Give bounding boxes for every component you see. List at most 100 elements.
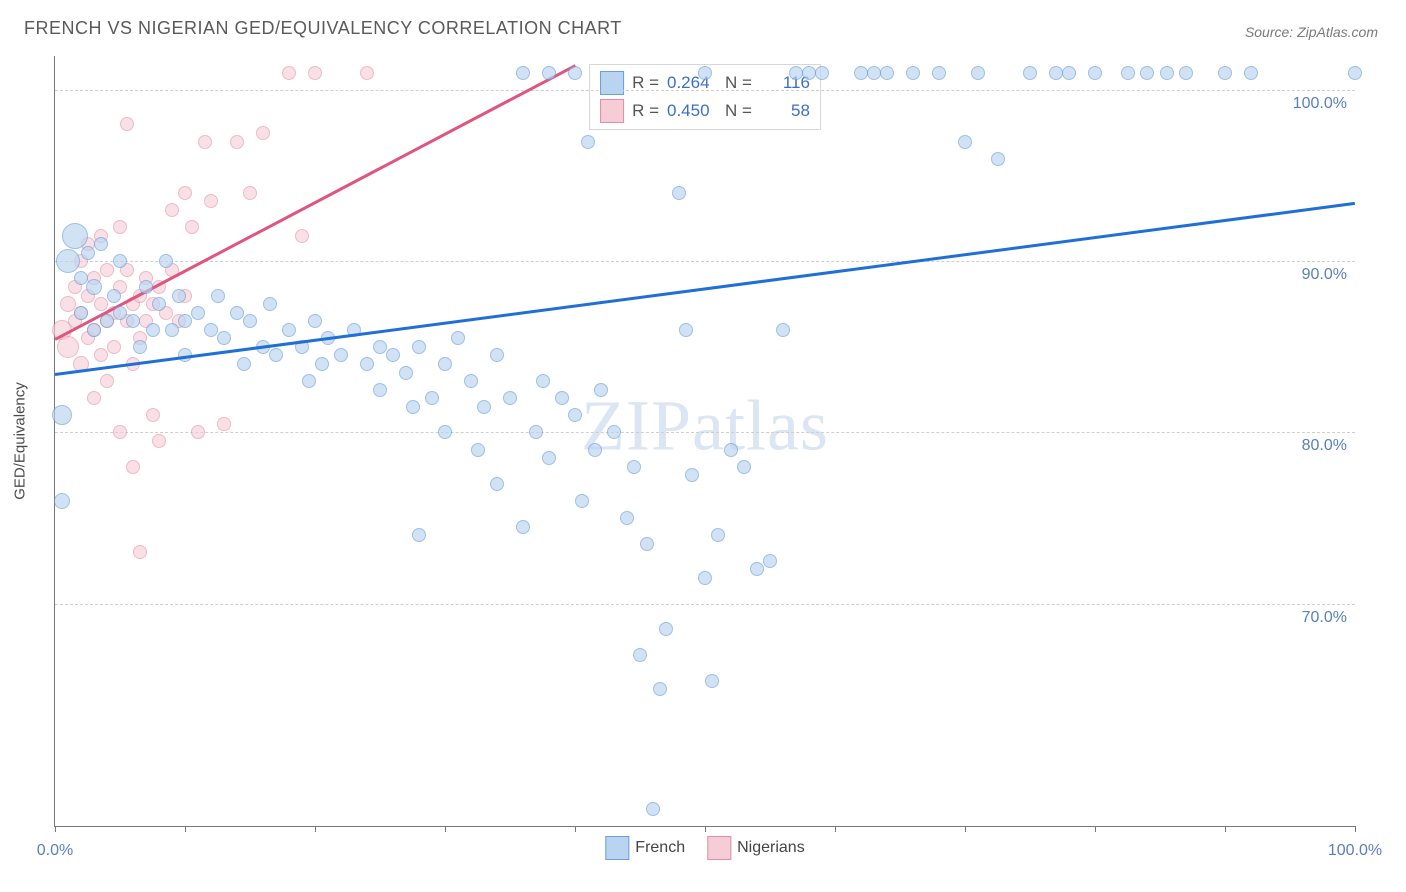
french-point (490, 477, 504, 491)
french-point (867, 66, 881, 80)
french-point (211, 289, 225, 303)
french-point (62, 223, 88, 249)
french-swatch (600, 71, 624, 95)
y-tick-label: 80.0% (1302, 437, 1347, 455)
french-point (705, 674, 719, 688)
french-point (620, 511, 634, 525)
french-point (568, 408, 582, 422)
french-point (542, 66, 556, 80)
french-point (529, 425, 543, 439)
french-point (425, 391, 439, 405)
french-point (412, 528, 426, 542)
x-tick-label: 100.0% (1328, 842, 1382, 860)
french-point (698, 571, 712, 585)
x-tick (1355, 826, 1356, 832)
french-point (139, 280, 153, 294)
french-point (724, 443, 738, 457)
french-point (588, 443, 602, 457)
french-point (113, 254, 127, 268)
nigerians-point (146, 408, 160, 422)
nigerians-point (94, 297, 108, 311)
gridline (55, 90, 1355, 91)
watermark: ZIPatlas (581, 384, 829, 467)
french-point (315, 357, 329, 371)
french-point (113, 306, 127, 320)
french-point (627, 460, 641, 474)
legend-item-nigerians: Nigerians (707, 836, 805, 860)
french-point (958, 135, 972, 149)
french-point (542, 451, 556, 465)
french-point (971, 66, 985, 80)
french-point (191, 306, 205, 320)
french-point (412, 340, 426, 354)
nigerians-swatch (600, 99, 624, 123)
french-point (52, 405, 72, 425)
french-point (373, 383, 387, 397)
x-tick (1225, 826, 1226, 832)
nigerians-point (87, 391, 101, 405)
french-point (594, 383, 608, 397)
french-point (165, 323, 179, 337)
french-point (406, 400, 420, 414)
french-point (1088, 66, 1102, 80)
legend-item-french: French (605, 836, 685, 860)
french-point (81, 246, 95, 260)
plot-area: GED/Equivalency ZIPatlas R =0.264N =116R… (54, 56, 1355, 827)
french-point (302, 374, 316, 388)
french-point (581, 135, 595, 149)
french-point (399, 366, 413, 380)
french-point (464, 374, 478, 388)
french-point (750, 562, 764, 576)
nigerians-point (217, 417, 231, 431)
french-point (282, 323, 296, 337)
x-tick (965, 826, 966, 832)
nigerians-point (94, 348, 108, 362)
french-point (763, 554, 777, 568)
french-point (880, 66, 894, 80)
french-point (1121, 66, 1135, 80)
source-attribution: Source: ZipAtlas.com (1245, 24, 1378, 40)
gridline (55, 432, 1355, 433)
nigerians-point (100, 263, 114, 277)
nigerians-point (178, 186, 192, 200)
y-tick-label: 70.0% (1302, 609, 1347, 627)
french-point (536, 374, 550, 388)
french-point (646, 802, 660, 816)
nigerians-point (133, 545, 147, 559)
french-label: French (635, 839, 685, 856)
french-point (159, 254, 173, 268)
french-point (172, 289, 186, 303)
nigerians-point (198, 135, 212, 149)
french-point (243, 314, 257, 328)
gridline (55, 604, 1355, 605)
french-point (1348, 66, 1362, 80)
french-point (653, 682, 667, 696)
french-point (607, 425, 621, 439)
french-point (1062, 66, 1076, 80)
y-axis-label: GED/Equivalency (12, 382, 29, 500)
x-tick (445, 826, 446, 832)
french-point (438, 357, 452, 371)
french-point (516, 520, 530, 534)
nigerians-point (308, 66, 322, 80)
french-point (698, 66, 712, 80)
french-point (711, 528, 725, 542)
french-point (263, 297, 277, 311)
nigerians-point (282, 66, 296, 80)
french-point (54, 493, 70, 509)
nigerians-point (165, 203, 179, 217)
x-tick (185, 826, 186, 832)
french-point (932, 66, 946, 80)
french-point (107, 289, 121, 303)
french-point (94, 237, 108, 251)
french-point (74, 306, 88, 320)
nigerians-point (360, 66, 374, 80)
french-point (178, 314, 192, 328)
nigerians-point (243, 186, 257, 200)
french-point (269, 348, 283, 362)
french-point (334, 348, 348, 362)
french-point (386, 348, 400, 362)
french-point (1049, 66, 1063, 80)
french-point (360, 357, 374, 371)
french-point (659, 622, 673, 636)
